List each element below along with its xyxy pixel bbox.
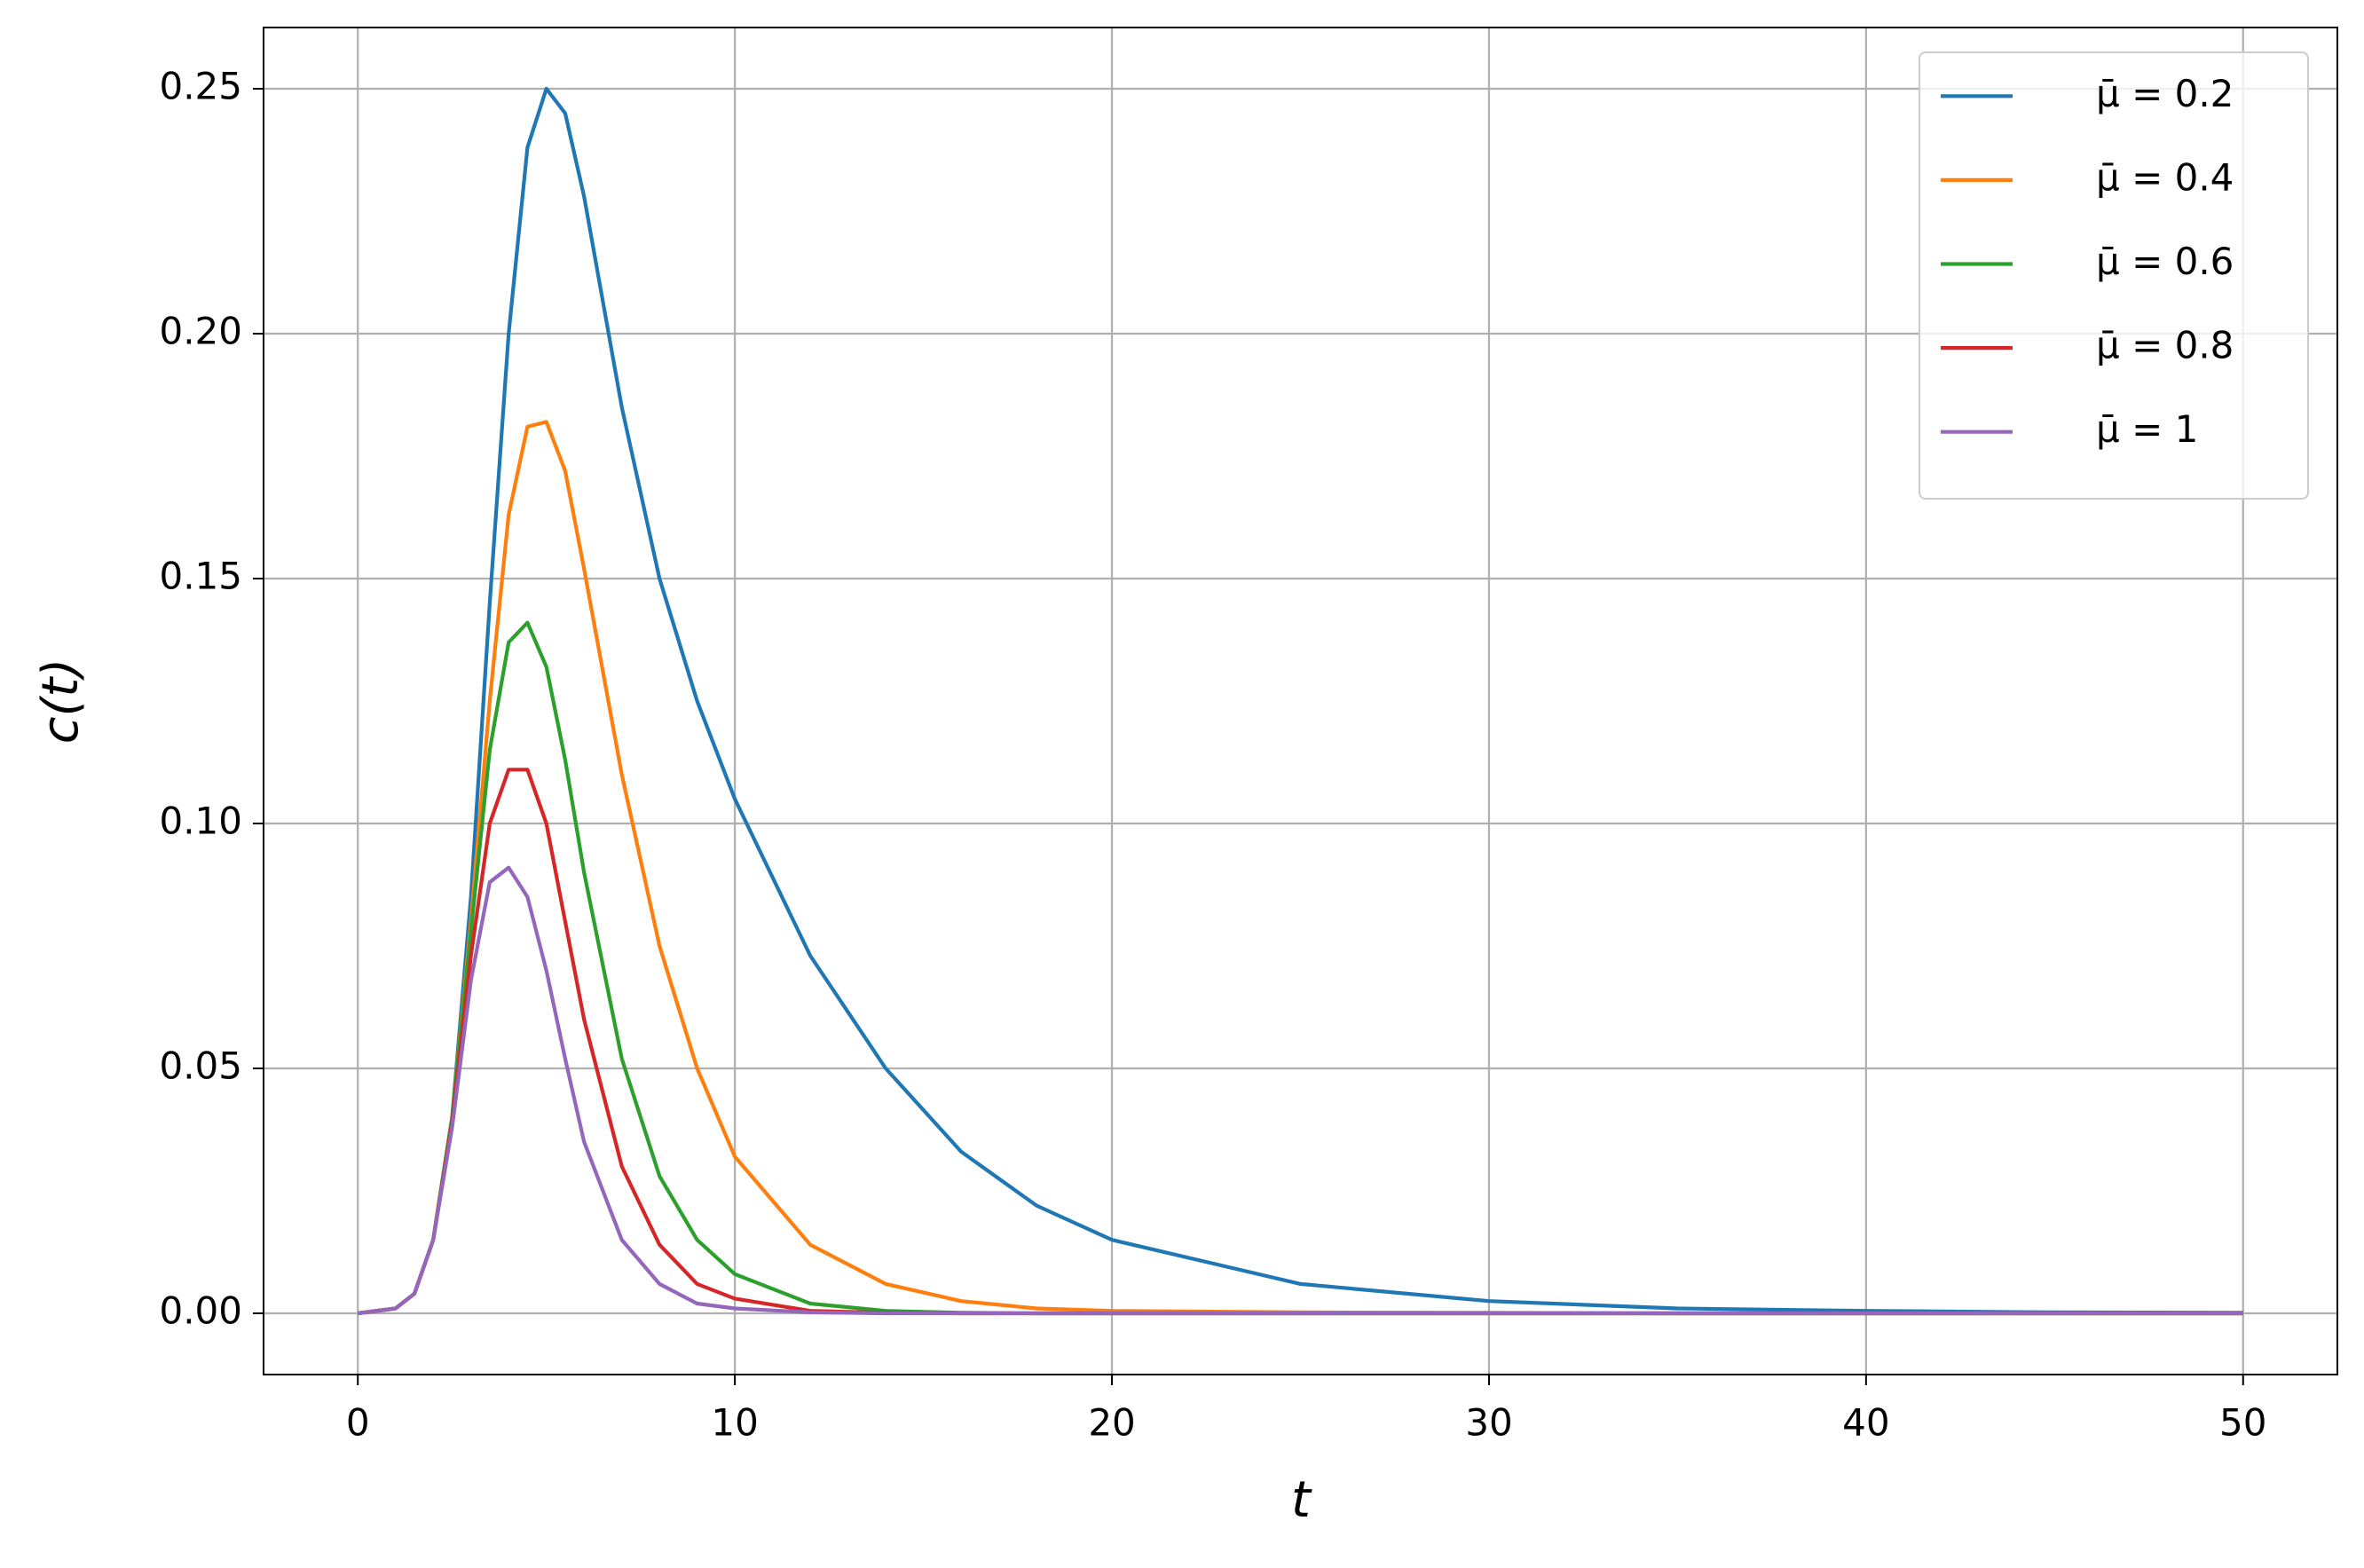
data-line	[357, 865, 2243, 1316]
data-line	[357, 420, 2243, 1316]
legend-label: μ̄ = 1	[2096, 407, 2198, 451]
legend-label: μ̄ = 0.8	[2096, 324, 2234, 367]
x-tick-label: 30	[1465, 1401, 1512, 1445]
y-tick-label: 0.10	[159, 800, 242, 843]
y-tick-label: 0.25	[159, 65, 242, 108]
data-line	[357, 768, 2243, 1316]
y-tick-label: 0.15	[159, 555, 242, 598]
legend: μ̄ = 0.2 μ̄ = 0.4 μ̄ = 0.6 μ̄ = 0.8 μ̄ = 1	[1919, 51, 2309, 500]
x-tick-label: 40	[1842, 1401, 1889, 1445]
legend-box	[1919, 51, 2309, 500]
y-axis-label: c(t)	[32, 658, 90, 744]
y-tick-label: 0.05	[159, 1044, 242, 1088]
x-tick-label: 50	[2219, 1401, 2266, 1445]
y-tick-label: 0.20	[159, 310, 242, 353]
legend-label: μ̄ = 0.6	[2096, 240, 2234, 283]
legend-label: μ̄ = 0.4	[2096, 155, 2234, 199]
x-tick-label: 0	[346, 1401, 370, 1445]
y-tick-label: 0.00	[159, 1289, 242, 1333]
legend-label: μ̄ = 0.2	[2096, 72, 2234, 115]
x-axis-label: t	[1291, 1471, 1312, 1529]
x-tick-label: 20	[1088, 1401, 1135, 1445]
x-tick-label: 10	[711, 1401, 758, 1445]
plot-frame	[263, 27, 2338, 1375]
